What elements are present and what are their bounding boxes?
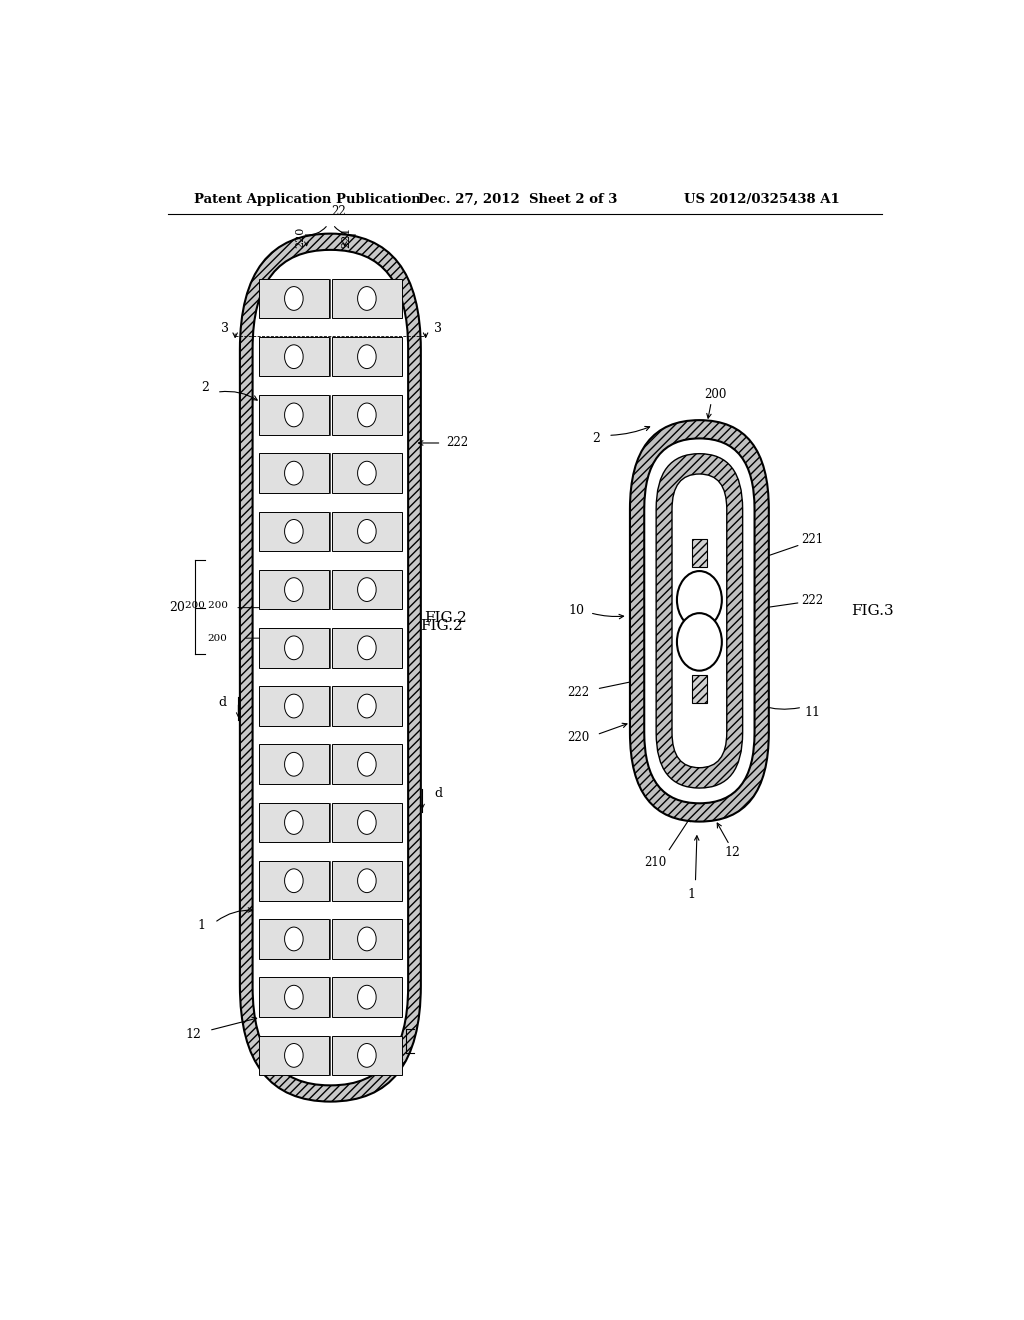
Circle shape [357,636,376,660]
Bar [259,279,329,318]
Text: 222: 222 [446,437,468,450]
Text: FIG.3: FIG.3 [851,603,893,618]
Bar [332,744,401,784]
Text: 210: 210 [645,855,667,869]
FancyBboxPatch shape [656,454,742,788]
Circle shape [357,752,376,776]
Bar [332,395,401,434]
FancyBboxPatch shape [672,474,727,768]
Circle shape [285,578,303,602]
FancyBboxPatch shape [644,438,755,804]
Bar [259,977,329,1016]
Bar [259,744,329,784]
Bar [332,453,401,492]
Bar [332,337,401,376]
Circle shape [285,927,303,950]
Bar [259,453,329,492]
Circle shape [285,985,303,1008]
Circle shape [357,520,376,544]
Text: 21: 21 [390,1051,406,1064]
Circle shape [357,694,376,718]
Circle shape [357,985,376,1008]
Circle shape [285,1044,303,1068]
Circle shape [285,636,303,660]
Circle shape [357,869,376,892]
Bar [332,686,401,726]
Circle shape [677,614,722,671]
Circle shape [357,286,376,310]
Bar [332,803,401,842]
Circle shape [357,461,376,484]
Text: 1: 1 [197,919,205,932]
Circle shape [285,461,303,484]
Bar [332,628,401,668]
Text: 200: 200 [705,388,726,401]
Text: 220: 220 [567,731,590,744]
FancyBboxPatch shape [240,234,421,1102]
Text: 22: 22 [331,205,346,218]
Bar [259,570,329,610]
Bar [332,861,401,900]
Text: US 2012/0325438 A1: US 2012/0325438 A1 [684,193,840,206]
Bar [692,539,707,568]
Text: FIG.2: FIG.2 [424,611,467,624]
Text: 3: 3 [221,322,228,335]
Circle shape [357,1044,376,1068]
Text: 1: 1 [687,888,695,902]
Text: 222: 222 [567,685,590,698]
Text: 222: 222 [802,594,823,607]
Text: 12: 12 [185,1028,201,1041]
Circle shape [677,572,722,628]
Circle shape [285,520,303,544]
Bar [259,919,329,958]
Bar [332,279,401,318]
Circle shape [285,403,303,426]
Bar [259,512,329,552]
Bar [692,675,707,704]
Bar [259,686,329,726]
Text: 200: 200 [208,634,227,643]
Bar [259,803,329,842]
Text: 2: 2 [592,432,600,445]
Circle shape [285,869,303,892]
Text: 3: 3 [434,322,442,335]
Text: 2: 2 [201,380,209,393]
Text: 220: 220 [295,227,305,248]
Circle shape [357,578,376,602]
Bar [332,512,401,552]
Circle shape [285,694,303,718]
Text: 10: 10 [568,605,585,618]
Text: 221: 221 [341,227,351,248]
Text: 221: 221 [802,533,823,546]
Text: Dec. 27, 2012  Sheet 2 of 3: Dec. 27, 2012 Sheet 2 of 3 [418,193,617,206]
Bar [332,919,401,958]
Bar [332,1036,401,1076]
Bar [332,570,401,610]
Circle shape [285,345,303,368]
Circle shape [285,752,303,776]
Text: 200 200: 200 200 [185,601,228,610]
Text: Patent Application Publication: Patent Application Publication [194,193,421,206]
Text: d: d [218,696,226,709]
Text: 20: 20 [169,601,185,614]
Bar [259,628,329,668]
Bar [259,1036,329,1076]
Text: 12: 12 [725,846,740,858]
Text: FIG.2: FIG.2 [420,619,463,634]
Circle shape [285,286,303,310]
FancyBboxPatch shape [253,249,409,1085]
Bar [259,395,329,434]
Bar [259,861,329,900]
Circle shape [357,927,376,950]
Circle shape [357,810,376,834]
Text: 11: 11 [805,706,820,719]
Circle shape [357,403,376,426]
Circle shape [285,810,303,834]
FancyBboxPatch shape [630,420,769,821]
Circle shape [357,345,376,368]
Bar [259,337,329,376]
Text: 210  210: 210 210 [351,1038,397,1047]
Text: d: d [434,787,442,800]
Bar [332,977,401,1016]
